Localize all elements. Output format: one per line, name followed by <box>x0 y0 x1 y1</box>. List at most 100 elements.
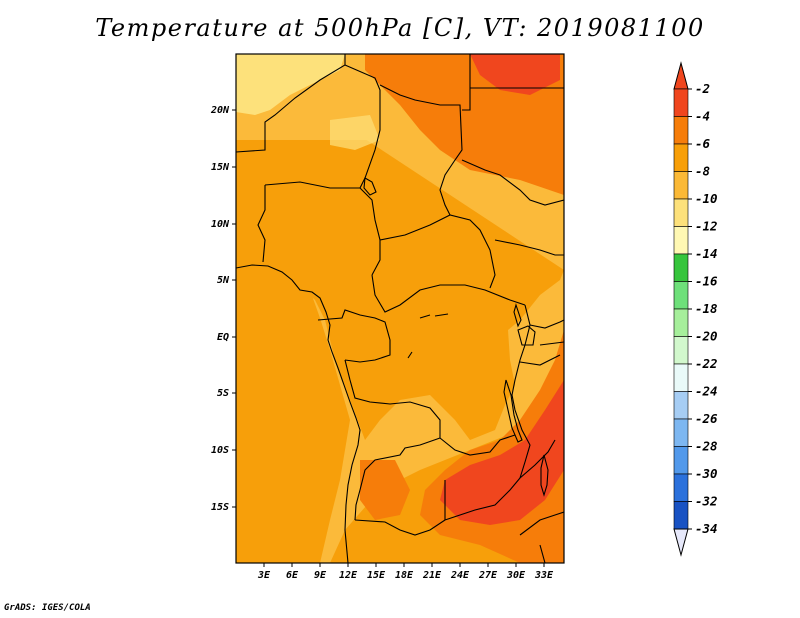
colorbar-segment <box>673 226 689 255</box>
border-line-17 <box>439 434 516 456</box>
border-line-8 <box>462 54 471 111</box>
colorbar-segment <box>673 143 689 172</box>
hot-north <box>470 54 560 95</box>
colorbar-label: -2 <box>695 81 710 96</box>
border-line-15 <box>354 437 441 521</box>
chart-title: Temperature at 500hPa [C], VT: 201908110… <box>95 14 705 42</box>
lake-malawi <box>540 454 549 497</box>
colorbar-segment <box>673 116 689 145</box>
colorbar-label: -28 <box>695 439 718 454</box>
border-line-24 <box>539 544 546 563</box>
lon-label: 27E <box>478 570 498 581</box>
lon-label: 15E <box>367 570 386 581</box>
colorbar-label: -14 <box>695 246 718 261</box>
lat-label: 10N <box>211 219 230 230</box>
colorbar-label: -16 <box>695 274 718 289</box>
colorbar-segment <box>673 446 689 475</box>
colorbar-label: -34 <box>695 521 718 536</box>
colorbar: -2 -4 -6 -8 -10 -12 -14 -16 -18 -20 -22 … <box>673 61 718 557</box>
lat-label: EQ <box>217 332 229 343</box>
lat-label: 20N <box>210 105 230 116</box>
lat-label: 10S <box>211 445 229 456</box>
lake-albert <box>513 303 522 328</box>
hot-southeast <box>440 380 564 525</box>
colorbar-label: -12 <box>695 219 718 234</box>
colorbar-segment <box>673 198 689 227</box>
lake-victoria <box>517 325 536 346</box>
colorbar-segment <box>673 501 689 530</box>
lat-label: 15S <box>211 502 229 513</box>
colorbar-segment <box>673 171 689 200</box>
border-line-5 <box>371 274 526 313</box>
colorbar-label: -22 <box>695 356 718 371</box>
lon-label: 33E <box>534 570 554 581</box>
border-line-1 <box>236 54 346 153</box>
lat-label: 15N <box>211 162 230 173</box>
border-line-11 <box>494 239 564 256</box>
border-line-4 <box>257 185 266 263</box>
lon-label: 18E <box>395 570 414 581</box>
colorbar-min-triangle <box>673 528 689 557</box>
border-line-22 <box>519 354 561 366</box>
colorbar-label: -8 <box>695 164 710 179</box>
border-line-7 <box>379 84 463 216</box>
hot-southwest <box>360 460 410 520</box>
lat-label: 5N <box>217 275 230 286</box>
colorbar-segment <box>673 281 689 310</box>
ocean-west <box>236 266 350 563</box>
colorbar-label: -4 <box>695 109 710 124</box>
border-line-12 <box>511 304 531 479</box>
colorbar-segment <box>673 391 689 420</box>
lon-label: 24E <box>450 570 470 581</box>
colorbar-max-triangle <box>673 61 689 90</box>
border-line-16 <box>354 519 446 536</box>
border-line-21 <box>539 341 564 346</box>
colorbar-label: -20 <box>695 329 718 344</box>
colorbar-label: -24 <box>695 384 718 399</box>
colorbar-label: -26 <box>695 411 718 426</box>
border-line-10 <box>461 159 564 206</box>
lake-chad <box>363 177 377 196</box>
colorbar-label: -18 <box>695 301 718 316</box>
border-line-23 <box>519 511 564 536</box>
map-frame <box>235 53 565 564</box>
border-line-3 <box>264 181 381 276</box>
footer-credit: GrADS: IGES/COLA <box>4 603 91 613</box>
colorbar-labels: -2 -4 -6 -8 -10 -12 -14 -16 -18 -20 -22 … <box>695 81 718 536</box>
colorbar-label: -32 <box>695 494 718 509</box>
lon-label: 3E <box>257 570 271 581</box>
lake-tanganyika <box>503 379 523 443</box>
temperature-field <box>236 54 564 563</box>
lat-label: 5S <box>217 388 229 399</box>
pale-northwest <box>236 54 345 115</box>
lon-label: 21E <box>422 570 442 581</box>
border-line-20 <box>529 319 564 329</box>
colorbar-label: -10 <box>695 191 718 206</box>
border-line-14 <box>344 359 441 438</box>
lon-ticks <box>263 563 545 567</box>
river-congo <box>407 313 449 359</box>
colorbar-segment <box>673 308 689 337</box>
colorbar-ticks <box>688 88 692 530</box>
colorbar-segment <box>673 253 689 282</box>
colorbar-segment <box>673 88 689 117</box>
border-line-13 <box>317 309 391 363</box>
colorbar-segment <box>673 418 689 447</box>
lon-label: 6E <box>286 570 299 581</box>
lon-labels: 3E 6E 9E 12E 15E 18E 21E 24E 27E 30E 33E <box>257 570 554 581</box>
lon-label: 9E <box>314 570 327 581</box>
colorbar-label: -6 <box>695 136 711 151</box>
colorbar-segment <box>673 336 689 365</box>
border-line-6 <box>379 214 496 289</box>
borders <box>236 54 564 563</box>
coastline <box>236 264 361 563</box>
pale-patch-center <box>330 115 380 150</box>
colorbar-segment <box>673 363 689 392</box>
colorbar-segment <box>673 473 689 502</box>
lat-ticks <box>232 109 236 508</box>
lat-labels: 20N 15N 10N 5N EQ 5S 10S 15S <box>210 105 230 513</box>
colorbar-label: -30 <box>695 466 718 481</box>
lon-label: 30E <box>506 570 526 581</box>
lon-label: 12E <box>339 570 358 581</box>
